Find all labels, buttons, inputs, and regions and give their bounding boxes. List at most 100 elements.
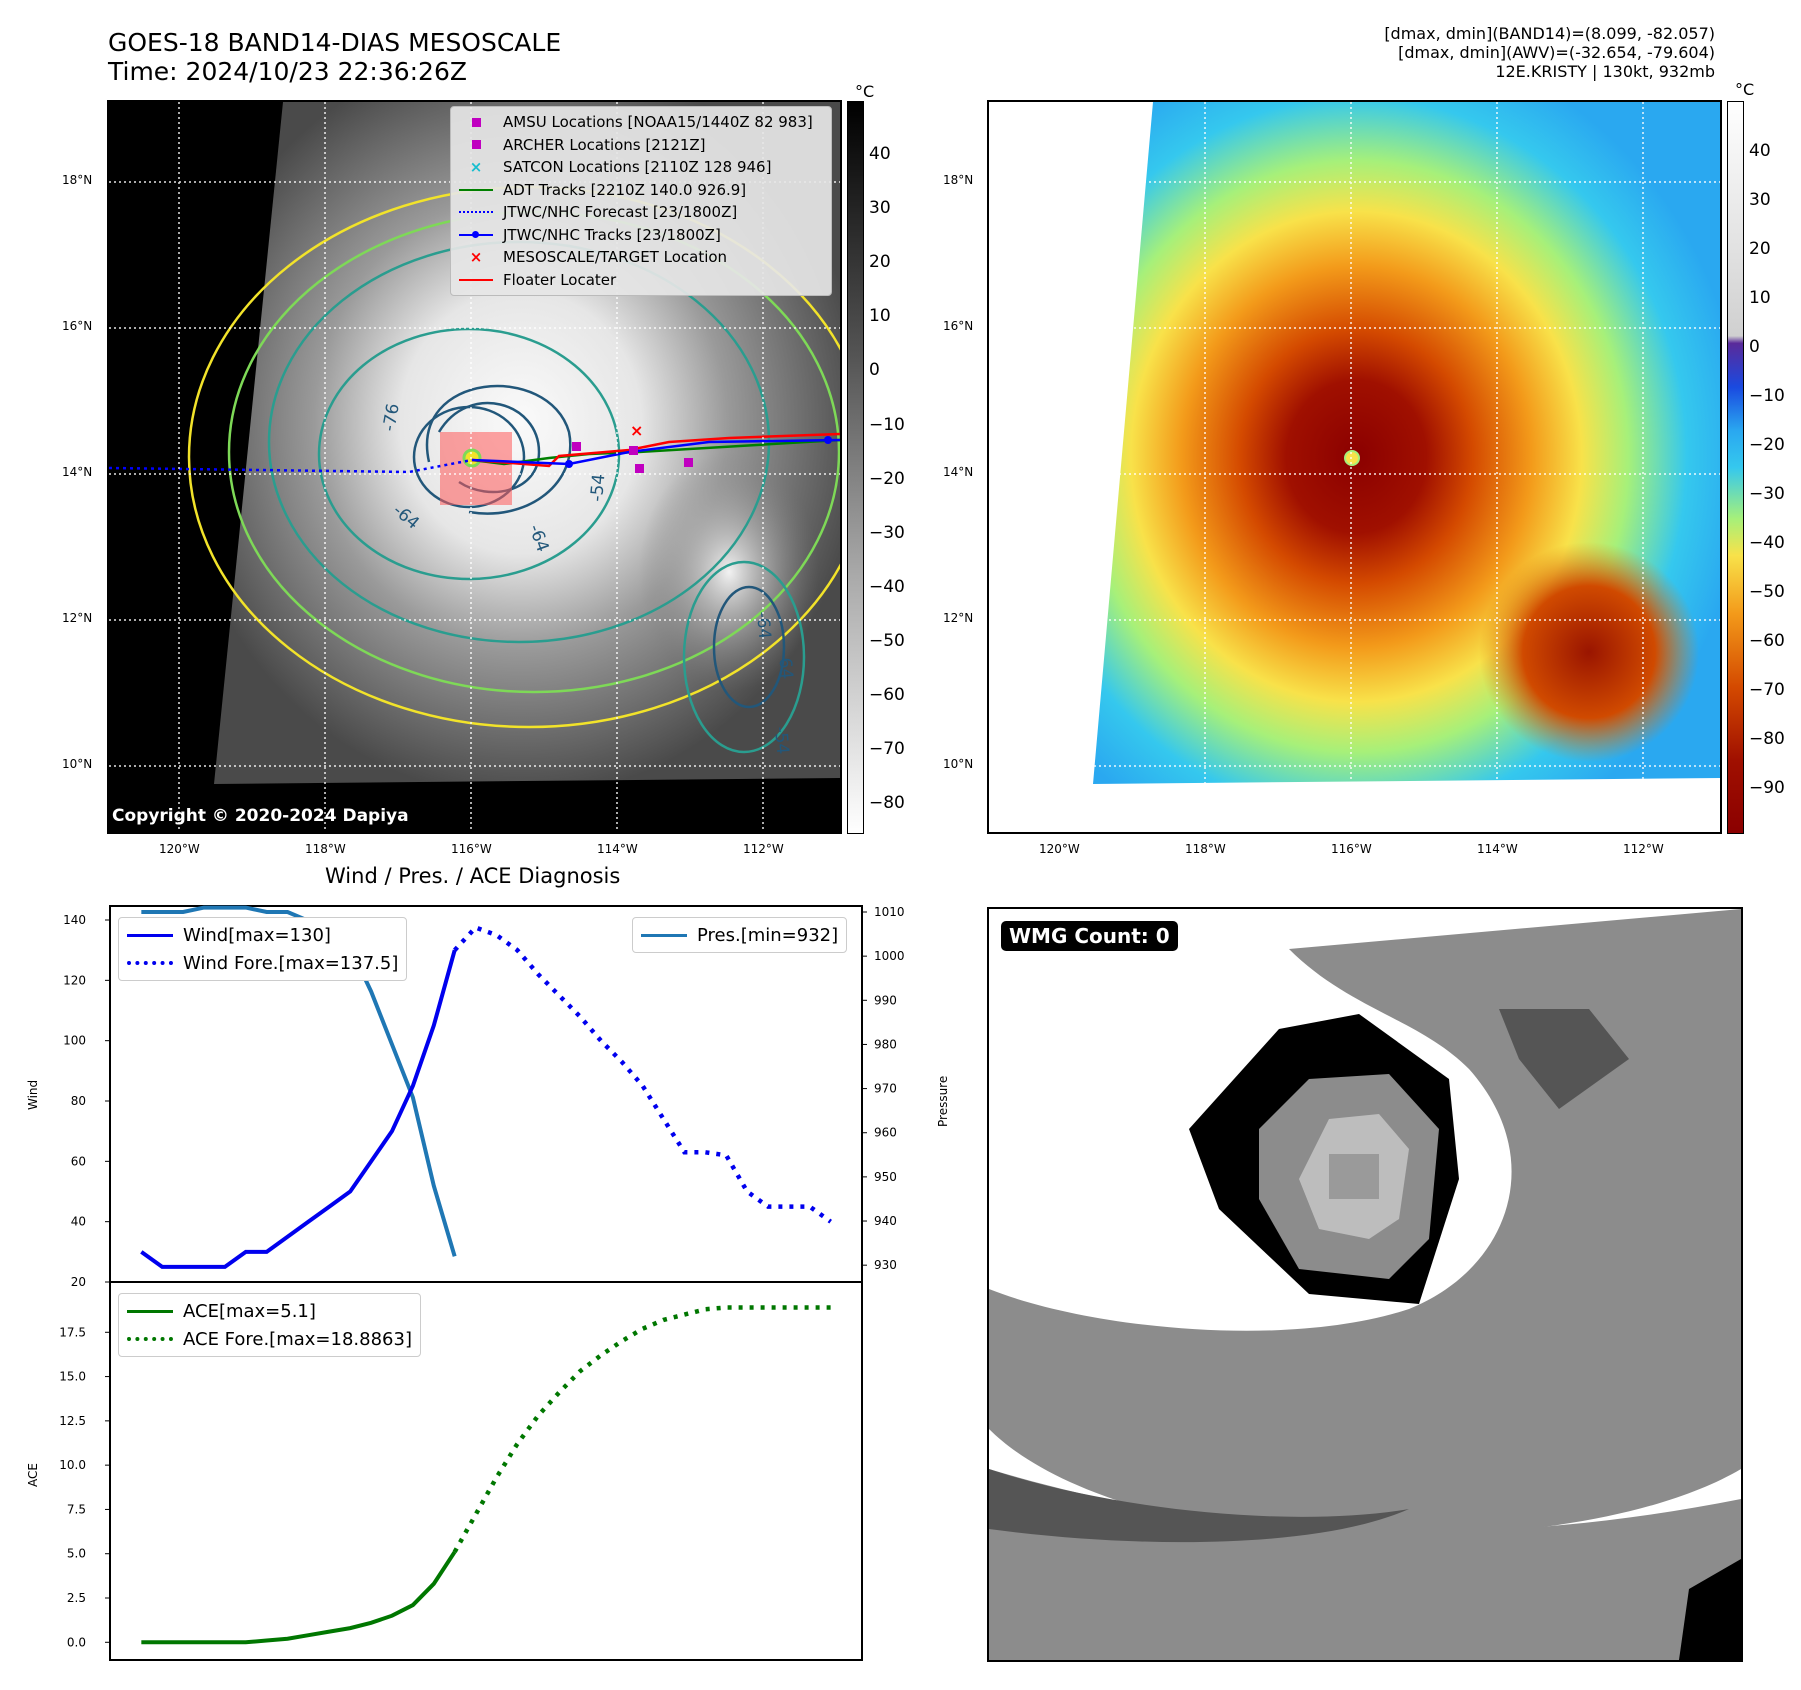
lat-label-18: 18°N <box>62 173 93 187</box>
pressure-tick-label: 940 <box>874 1214 897 1228</box>
contour-label-6: -64 <box>774 651 796 680</box>
pressure-tick-label: 930 <box>874 1258 897 1272</box>
wmg-count-badge: WMG Count: 0 <box>1001 921 1178 951</box>
ace-tick-label: 17.5 <box>59 1325 86 1339</box>
lat-label-10: 10°N <box>62 757 93 771</box>
lon-label-120: 120°W <box>159 842 200 856</box>
gray-colorbar-tick: 20 <box>869 252 891 273</box>
ace-legend: ACE[max=5.1] ACE Fore.[max=18.8863] <box>118 1293 421 1357</box>
color-colorbar-tick: −80 <box>1749 729 1785 749</box>
legend-forecast: JTWC/NHC Forecast [23/1800Z] <box>457 201 825 224</box>
wind-forecast-line <box>453 924 832 1224</box>
pressure-tick-label: 990 <box>874 993 897 1007</box>
color-colorbar-unit: °C <box>1735 80 1755 99</box>
contour-label-5: -64 <box>752 611 774 640</box>
legend-tracks: JTWC/NHC Tracks [23/1800Z] <box>457 224 825 247</box>
gray-colorbar-tick: 30 <box>869 198 891 219</box>
gray-colorbar-tick: −60 <box>869 685 905 705</box>
lon-label-112: 112°W <box>743 842 784 856</box>
gray-colorbar-tick: −80 <box>869 793 905 814</box>
contour-label-7: -54 <box>770 726 792 755</box>
wind-legend: Wind[max=130] Wind Fore.[max=137.5] <box>118 917 408 981</box>
legend-wind-forecast: Wind Fore.[max=137.5] <box>127 949 398 977</box>
lat-label-16-right: 16°N <box>943 319 974 333</box>
legend-satcon: × SATCON Locations [2110Z 128 946] <box>457 156 825 179</box>
figure-time: Time: 2024/10/23 22:36:26Z <box>108 57 467 86</box>
gray-colorbar-tick: 0 <box>869 360 880 381</box>
gray-colorbar-tick: −10 <box>869 414 905 435</box>
gray-colorbar-tick: −30 <box>869 522 905 543</box>
ace-tick-label: 5.0 <box>67 1547 86 1561</box>
gray-colorbar-tick: 10 <box>869 306 891 327</box>
contour-label-1: -76 <box>379 402 404 433</box>
pressure-tick-label: 970 <box>874 1082 897 1096</box>
legend-ace-forecast: ACE Fore.[max=18.8863] <box>127 1325 412 1353</box>
storm-info: 12E.KRISTY | 130kt, 932mb <box>1495 62 1715 81</box>
color-colorbar-tick: −60 <box>1749 631 1785 651</box>
legend-target: × MESOSCALE/TARGET Location <box>457 246 825 269</box>
color-map-panel <box>987 100 1722 834</box>
gray-colorbar-tick: 40 <box>869 144 891 164</box>
diagnosis-chart: 140 120 100 80 60 40 20 1010 1000 990 980 970 960 950… <box>59 905 905 1661</box>
gray-colorbar-tick: −70 <box>869 739 905 760</box>
wind-tick-label: 20 <box>71 1275 86 1289</box>
gray-colorbar-tick: −50 <box>869 630 905 651</box>
lat-label-18-right: 18°N <box>943 173 974 187</box>
svg-text:×: × <box>630 421 643 440</box>
dotted-line-icon <box>127 1337 173 1341</box>
wind-tick-label: 140 <box>63 913 86 927</box>
lon-label-118-right: 118°W <box>1185 842 1226 856</box>
dotted-line-icon <box>457 204 495 220</box>
lat-label-14: 14°N <box>62 465 93 479</box>
ace-tick-label: 7.5 <box>67 1502 86 1516</box>
square-marker-icon <box>457 137 495 153</box>
legend-ace: ACE[max=5.1] <box>127 1297 412 1325</box>
color-colorbar-tick: 30 <box>1749 190 1771 210</box>
legend-floater: Floater Locater <box>457 269 825 292</box>
ace-tick-label: 0.0 <box>67 1635 86 1649</box>
color-colorbar-tick: 20 <box>1749 239 1771 259</box>
ace-tick-label: 10.0 <box>59 1458 86 1472</box>
lat-label-12-right: 12°N <box>943 611 974 625</box>
solid-line-icon <box>457 272 495 288</box>
band14-range: [dmax, dmin](BAND14)=(8.099, -82.057) <box>1384 24 1715 43</box>
copyright-text: Copyright © 2020-2024 Dapiya <box>112 806 409 826</box>
color-colorbar-tick: −30 <box>1749 484 1785 504</box>
x-marker-icon: × <box>469 248 483 267</box>
contour-label-4: -54 <box>587 473 609 502</box>
lat-label-14-right: 14°N <box>943 465 974 479</box>
lon-label-116-right: 116°W <box>1331 842 1372 856</box>
pressure-tick-label: 1000 <box>874 949 905 963</box>
solid-line-icon <box>457 182 495 198</box>
lon-label-112-right: 112°W <box>1623 842 1664 856</box>
wind-tick-label: 60 <box>71 1154 86 1168</box>
wind-tick-label: 40 <box>71 1215 86 1229</box>
color-colorbar-tick: 40 <box>1749 141 1771 161</box>
wind-tick-label: 100 <box>63 1034 86 1048</box>
color-colorbar-tick: 10 <box>1749 288 1771 308</box>
color-colorbar-tick: −90 <box>1749 778 1785 798</box>
color-colorbar-tick: 0 <box>1749 337 1760 357</box>
square-marker-icon <box>457 114 495 130</box>
lat-label-12: 12°N <box>62 611 93 625</box>
solid-line-icon <box>127 1309 173 1313</box>
gray-colorbar-unit: °C <box>855 82 875 101</box>
ace-tick-label: 12.5 <box>59 1414 86 1428</box>
color-map-image <box>989 102 1720 832</box>
gray-colorbar-tick: −20 <box>869 468 905 489</box>
wind-tick-label: 80 <box>71 1094 86 1108</box>
figure-title: GOES-18 BAND14-DIAS MESOSCALE <box>108 28 562 57</box>
color-colorbar-tick: −10 <box>1749 386 1785 406</box>
color-colorbar-tick: −40 <box>1749 533 1785 553</box>
lon-label-118: 118°W <box>305 842 346 856</box>
pressure-tick-label: 950 <box>874 1170 897 1184</box>
pressure-tick-label: 1010 <box>874 905 905 919</box>
ace-tick-label: 15.0 <box>59 1370 86 1384</box>
color-colorbar-tick: −50 <box>1749 582 1785 602</box>
color-colorbar <box>1727 101 1744 834</box>
legend-archer: ARCHER Locations [2121Z] <box>457 134 825 157</box>
pressure-tick-label: 960 <box>874 1126 897 1140</box>
lon-label-116: 116°W <box>451 842 492 856</box>
ace-frame <box>109 1281 863 1661</box>
lon-label-120-right: 120°W <box>1039 842 1080 856</box>
